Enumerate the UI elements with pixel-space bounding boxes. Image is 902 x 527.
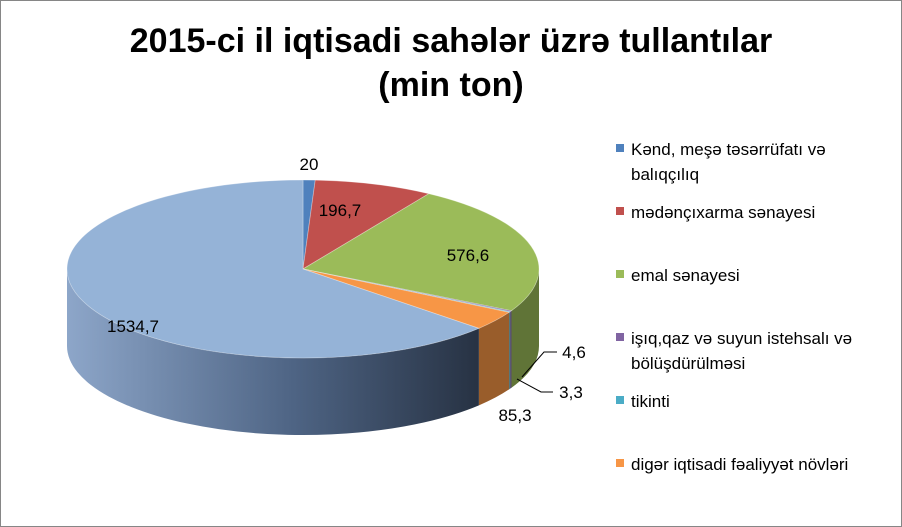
- leader-line-4: [516, 378, 553, 393]
- legend-label-line: tikinti: [631, 392, 670, 411]
- data-label-1: 196,7: [319, 201, 362, 220]
- data-label-4: 3,3: [559, 383, 583, 402]
- legend-label-line: digər iqtisadi fəaliyyət növləri: [631, 455, 849, 474]
- legend-label-line: mədənçıxarma sənayesi: [631, 203, 816, 222]
- data-label-5: 85,3: [498, 406, 531, 425]
- data-label-3: 4,6: [562, 343, 586, 362]
- data-label-6: 1534,7: [107, 317, 159, 336]
- pie-side-layer: [67, 269, 539, 435]
- pie-side-6: [67, 269, 479, 435]
- pie-slice-4: [302, 268, 512, 313]
- pie-top-layer: [66, 179, 540, 359]
- legend-label-line: Kənd, meşə təsərrüfatı və: [631, 140, 826, 159]
- pie-label-layer: 20 196,7 576,6 4,6 3,3 85,3 1534,7: [107, 155, 586, 425]
- chart-title: 2015-ci il iqtisadi sahələr üzrə tullant…: [129, 22, 773, 60]
- pie-slice-0: [302, 179, 316, 270]
- pie-slice-2: [301, 193, 540, 312]
- pie-slice-3: [302, 268, 513, 313]
- legend-label-line: işıq,qaz və suyun istehsalı və: [631, 329, 853, 348]
- legend-label: mədənçıxarma sənayesi: [631, 200, 891, 225]
- chart-title-block: 2015-ci il iqtisadi sahələr üzrə tullant…: [1, 19, 901, 107]
- legend-label: Kənd, meşə təsərrüfatı və balıqçılıq: [631, 137, 891, 187]
- chart-subtitle: (min ton): [378, 66, 524, 104]
- legend-swatch: [616, 459, 624, 467]
- pie-leader-layer: [516, 351, 557, 393]
- legend-swatch: [616, 207, 624, 215]
- legend-label: emal sənayesi: [631, 263, 891, 288]
- pie-side-4: [509, 311, 511, 390]
- pie-side-5: [478, 312, 510, 406]
- leader-line-3: [521, 351, 557, 378]
- pie-slice-5: [302, 268, 511, 329]
- legend-label-line: emal sənayesi: [631, 266, 740, 285]
- legend-label: digər iqtisadi fəaliyyət növləri: [631, 452, 891, 477]
- pie-slice-6: [66, 179, 481, 359]
- legend-swatch: [616, 396, 624, 404]
- legend-label: tikinti: [631, 389, 891, 414]
- legend-label: işıq,qaz və suyun istehsalı və bölüşdürül…: [631, 326, 891, 376]
- data-label-0: 20: [300, 155, 319, 174]
- legend-swatch: [616, 144, 624, 152]
- legend-label-line: balıqçılıq: [631, 165, 700, 184]
- pie-slice-1: [302, 179, 430, 270]
- pie-side-2: [511, 269, 539, 388]
- legend-swatch: [616, 270, 624, 278]
- legend-swatch: [616, 333, 624, 341]
- legend-label-line: bölüşdürülməsi: [631, 354, 746, 373]
- data-label-2: 576,6: [447, 246, 490, 265]
- pie-side-3: [510, 310, 512, 389]
